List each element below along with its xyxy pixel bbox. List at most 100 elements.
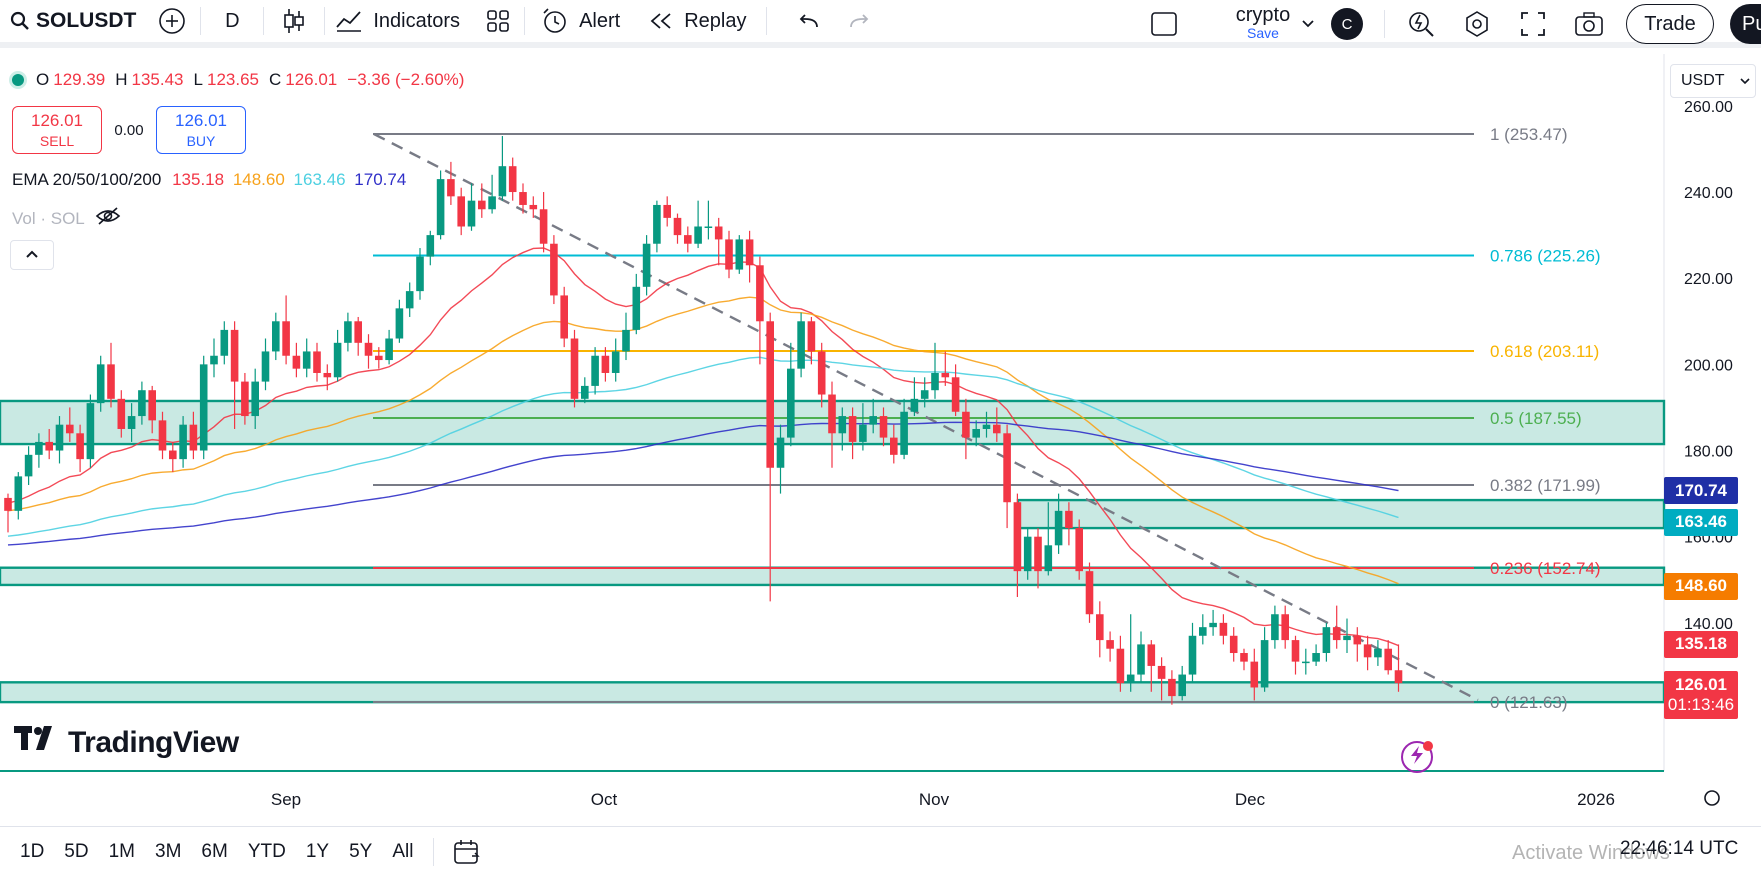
lightning-icon	[1409, 745, 1425, 769]
candle-body	[1343, 635, 1351, 641]
alert-button[interactable]: Alert	[541, 1, 620, 41]
candle-body	[1034, 536, 1042, 572]
settings-button[interactable]	[1462, 4, 1492, 44]
trade-button[interactable]: Trade	[1626, 4, 1714, 44]
camera-icon	[1574, 11, 1604, 37]
snapshot-button[interactable]	[1574, 4, 1604, 44]
low-value: 123.65	[206, 70, 259, 89]
candle-body	[570, 338, 579, 399]
quick-search-button[interactable]	[1406, 4, 1436, 44]
candle-body	[1302, 661, 1310, 664]
candle-body	[673, 217, 682, 236]
candle-body	[1281, 614, 1289, 641]
market-status-icon	[12, 74, 24, 86]
candle-body	[66, 424, 74, 434]
candle-body	[1322, 627, 1331, 654]
lightning-badge[interactable]	[1401, 741, 1433, 773]
candle-body	[96, 364, 105, 404]
ema-20-line	[7, 247, 1399, 647]
layout-toggle-button[interactable]	[1150, 4, 1178, 44]
support-zone	[0, 566, 1666, 587]
layout-name[interactable]: crypto Save	[1208, 4, 1318, 41]
date-range-button[interactable]	[452, 838, 482, 866]
candle-body	[838, 416, 847, 434]
candle-body	[1188, 635, 1197, 675]
buy-button[interactable]: 126.01 BUY	[156, 106, 246, 154]
sell-button[interactable]: 126.01 SELL	[12, 106, 102, 154]
templates-button[interactable]	[486, 1, 510, 41]
trade-box: 126.01 SELL 0.00 126.01 BUY	[12, 106, 246, 154]
chart-type-button[interactable]	[274, 1, 314, 41]
candle-body	[251, 381, 259, 417]
ema-label: EMA 20/50/100/200	[12, 170, 162, 189]
range-5d[interactable]: 5D	[64, 841, 89, 862]
price-tag: 135.18	[1664, 630, 1738, 658]
candle-body	[1044, 545, 1053, 572]
range-ytd[interactable]: YTD	[247, 841, 286, 862]
ema-legend[interactable]: EMA 20/50/100/200 135.18 148.60 163.46 1…	[12, 170, 406, 190]
replay-button[interactable]: Replay	[648, 1, 746, 41]
divider	[200, 7, 202, 35]
symbol-search[interactable]: SOLUSDT	[10, 1, 136, 41]
candle-body	[879, 416, 888, 438]
candle-body	[766, 321, 774, 468]
range-3m[interactable]: 3M	[155, 841, 182, 862]
interval-button[interactable]: D	[225, 9, 240, 32]
tradingview-logo[interactable]: TradingView	[14, 726, 239, 760]
range-6m[interactable]: 6M	[201, 841, 228, 862]
range-all[interactable]: All	[392, 841, 414, 862]
price-tag: 170.74	[1664, 477, 1738, 505]
candle-body	[694, 226, 702, 244]
redo-button[interactable]	[847, 1, 871, 41]
chart-area[interactable]: 1 (253.47) 0.786 (225.26) 0.618 (203.11) 0.…	[0, 54, 1761, 824]
chevron-down-icon	[1739, 72, 1751, 90]
undo-icon	[797, 11, 821, 31]
indicators-icon	[335, 9, 363, 33]
candle-body	[1137, 644, 1145, 675]
x-axis-tick-label: Nov	[919, 790, 950, 809]
undo-button[interactable]	[797, 1, 821, 41]
range-5y[interactable]: 5Y	[349, 841, 373, 862]
candle-body	[138, 390, 146, 417]
layout-menu-button[interactable]	[1300, 4, 1316, 44]
candle-body	[1003, 433, 1011, 503]
utc-clock[interactable]: 22:46:14 UTC	[1620, 838, 1739, 859]
ohlc-legend: O 129.39 H 135.43 L 123.65 C 126.01 −3.36 (−…	[12, 70, 464, 90]
alert-label: Alert	[579, 9, 621, 32]
divider	[766, 7, 768, 35]
candle-body	[1209, 622, 1217, 628]
candle-body	[539, 209, 548, 244]
candle-body	[1106, 640, 1114, 649]
volume-legend[interactable]: Vol · SOL	[12, 206, 121, 231]
candle-body	[24, 454, 33, 477]
candle-body	[313, 351, 321, 373]
candle-body	[807, 321, 816, 352]
candle-body	[508, 166, 517, 193]
candle-body	[1394, 670, 1403, 684]
range-1m[interactable]: 1M	[108, 841, 135, 862]
chevron-up-icon	[24, 246, 40, 264]
range-1d[interactable]: 1D	[20, 841, 45, 862]
candle-body	[210, 355, 218, 365]
candle-body	[292, 355, 301, 369]
candle-body	[199, 364, 208, 451]
candle-body	[395, 308, 404, 339]
price-chart[interactable]: 1 (253.47) 0.786 (225.26) 0.618 (203.11) 0.…	[0, 54, 1761, 824]
fullscreen-button[interactable]	[1520, 4, 1546, 44]
candle-body	[828, 394, 836, 434]
indicators-button[interactable]: Indicators	[335, 1, 460, 41]
range-1y[interactable]: 1Y	[305, 841, 330, 862]
candles-icon	[282, 7, 306, 35]
collapse-legend-button[interactable]	[10, 240, 54, 270]
currency-select[interactable]: USDT	[1670, 64, 1756, 98]
publish-button[interactable]: Pu	[1730, 4, 1761, 44]
candle-body	[797, 321, 805, 369]
candle-body	[993, 424, 1001, 434]
candle-body	[4, 497, 12, 511]
compare-button[interactable]	[158, 1, 186, 41]
eye-hidden-icon[interactable]	[95, 206, 121, 231]
y-axis-tick-label: 180.00	[1684, 444, 1733, 461]
divider	[263, 7, 265, 35]
x-axis-tick-label: Dec	[1235, 790, 1266, 809]
avatar[interactable]: C	[1331, 8, 1363, 40]
